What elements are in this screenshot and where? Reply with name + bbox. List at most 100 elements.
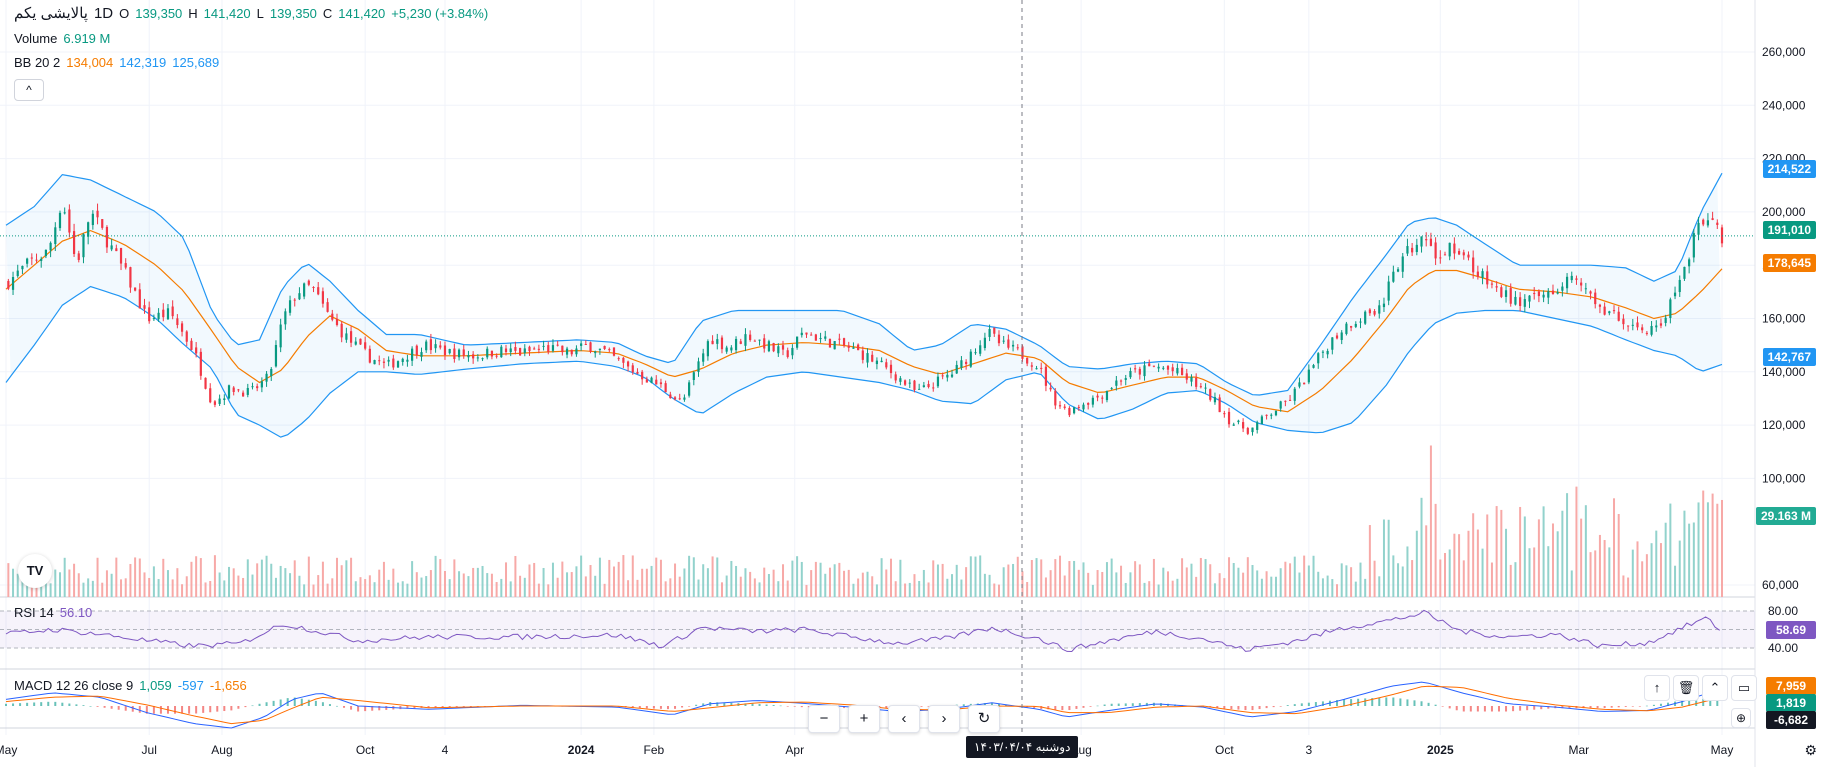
symbol-legend[interactable]: پالایشی یکم 1D O 139,350 H 141,420 L 139,35…: [14, 4, 488, 24]
volume-bar: [885, 569, 888, 597]
macd-histogram-bar: [1568, 706, 1571, 709]
macd-histogram-bar: [1476, 706, 1479, 712]
macd-histogram-bar: [1589, 706, 1592, 709]
volume-bar: [871, 576, 874, 597]
volume-bar: [91, 580, 94, 597]
add-icon[interactable]: ⊕: [1731, 708, 1751, 728]
volume-bar: [988, 574, 991, 597]
candle-body: [584, 343, 587, 345]
volume-bar: [758, 582, 761, 597]
macd-histogram-bar: [61, 702, 64, 706]
volume-bar: [1523, 516, 1526, 597]
volume-bar: [354, 581, 357, 597]
volume-bar: [176, 568, 179, 597]
candle-body: [1359, 321, 1362, 323]
volume-bar: [589, 565, 592, 597]
candle-body: [612, 347, 616, 356]
volume-bar: [739, 576, 742, 597]
macd-histogram-bar: [82, 705, 85, 706]
volume-bar: [678, 576, 681, 597]
time-axis-label: 2025: [1427, 743, 1454, 757]
tradingview-logo-icon[interactable]: TV: [18, 554, 52, 588]
macd-histogram-bar: [1434, 704, 1437, 706]
zoom-out-button[interactable]: −: [808, 705, 840, 733]
volume-bar: [1476, 529, 1479, 597]
pane-delete-button[interactable]: 🗑: [1673, 675, 1699, 701]
volume-bar: [1490, 562, 1493, 597]
scroll-right-button[interactable]: ›: [928, 705, 960, 733]
volume-bar: [429, 570, 432, 597]
zoom-in-button[interactable]: +: [848, 705, 880, 733]
volume-bar: [720, 582, 723, 597]
macd-histogram-bar: [258, 703, 261, 706]
macd-histogram-bar: [1293, 704, 1296, 706]
volume-bar: [1509, 564, 1512, 597]
candle-body: [1331, 337, 1334, 350]
candle-body: [349, 331, 353, 343]
macd-histogram-bar: [371, 706, 374, 711]
candle-body: [143, 305, 146, 309]
pane-collapse-button[interactable]: ⌃: [1702, 675, 1728, 701]
volume-bar: [1204, 559, 1207, 597]
candle-body: [711, 340, 714, 345]
candle-body: [725, 347, 728, 352]
volume-bar: [505, 562, 508, 597]
macd-histogram-bar: [772, 705, 775, 706]
candle-body: [847, 345, 850, 348]
reset-chart-button[interactable]: ↻: [968, 705, 1000, 733]
pane-maximize-button[interactable]: ▭: [1731, 675, 1757, 701]
volume-bar: [265, 555, 268, 597]
volume-bar: [1617, 514, 1620, 597]
candle-body: [1396, 269, 1400, 272]
candle-body: [1688, 259, 1691, 267]
volume-bar: [528, 564, 531, 597]
volume-bar: [566, 572, 569, 597]
volume-bar: [105, 570, 108, 597]
scroll-left-button[interactable]: ‹: [888, 705, 920, 733]
volume-bar: [1622, 575, 1625, 597]
volume-bar: [1030, 559, 1033, 597]
volume-bar: [767, 574, 770, 597]
settings-gear-icon[interactable]: ⚙: [1804, 742, 1817, 758]
volume-bar: [274, 577, 277, 597]
candle-body: [1101, 397, 1104, 399]
volume-bar: [1171, 580, 1174, 597]
candle-body: [35, 259, 38, 261]
macd-histogram-bar: [1033, 706, 1036, 709]
candle-body: [763, 338, 766, 349]
bb-upper-tag: 214,522: [1762, 160, 1816, 178]
bb-legend[interactable]: BB 20 2 134,004 142,319 125,689: [14, 53, 219, 73]
macd-histogram-bar: [26, 702, 29, 706]
volume-bar: [772, 569, 775, 597]
macd-legend[interactable]: MACD 12 26 close 9 1,059 -597 -1,656: [14, 676, 247, 696]
volume-bar: [791, 560, 794, 597]
macd-histogram-bar: [455, 706, 458, 707]
candle-body: [246, 387, 249, 395]
volume-bar: [753, 578, 756, 597]
symbol-name[interactable]: پالایشی یکم: [14, 5, 88, 22]
candle-body: [777, 346, 780, 354]
candle-body: [1204, 387, 1207, 389]
volume-bar: [922, 569, 925, 597]
candle-body: [547, 345, 550, 352]
pane-move-up-button[interactable]: ↑: [1644, 675, 1670, 701]
macd-histogram-bar: [702, 703, 705, 706]
volume-bar: [476, 567, 479, 597]
candle-body: [772, 343, 775, 352]
rsi-legend[interactable]: RSI 14 56.10: [14, 603, 92, 623]
candle-body: [1636, 322, 1639, 328]
volume-bar: [1138, 564, 1141, 597]
candle-body: [176, 318, 179, 326]
collapse-legend-button[interactable]: ^: [14, 79, 44, 101]
volume-bar: [664, 581, 667, 597]
price-axis-label: 200,000: [1762, 205, 1806, 219]
candle-body: [425, 341, 428, 351]
volume-bar: [889, 558, 892, 597]
volume-bar: [627, 580, 630, 597]
volume-legend[interactable]: Volume 6.919 M: [14, 29, 110, 49]
candle-body: [166, 308, 170, 320]
candle-body: [594, 351, 597, 354]
candle-body: [1603, 306, 1606, 315]
volume-bar: [1265, 571, 1268, 597]
